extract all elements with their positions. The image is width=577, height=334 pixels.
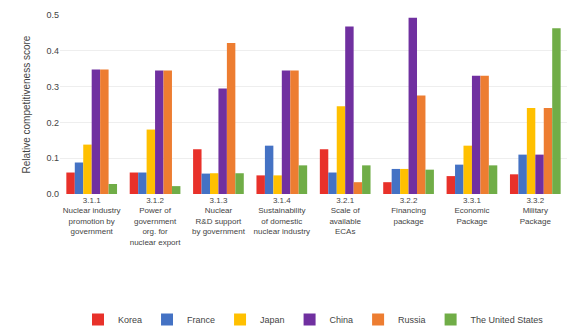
svg-text:3.1.4Sustainabilityof domestic: 3.1.4Sustainabilityof domesticnuclear in…: [254, 196, 310, 236]
svg-text:Russia: Russia: [398, 315, 426, 325]
svg-text:Korea: Korea: [118, 315, 142, 325]
svg-text:3.1.2Power ofgovernmentorg. fo: 3.1.2Power ofgovernmentorg. fornuclear e…: [130, 196, 181, 247]
svg-text:0.4: 0.4: [46, 46, 59, 56]
svg-text:The United States: The United States: [471, 315, 544, 325]
svg-text:0.0: 0.0: [46, 189, 59, 199]
svg-text:3.1.1Nuclear industrypromotion: 3.1.1Nuclear industrypromotion bygovernm…: [63, 196, 121, 236]
svg-text:3.1.3NuclearR&D supportby gove: 3.1.3NuclearR&D supportby government: [192, 196, 246, 236]
svg-text:3.3.1EconomicPackage: 3.3.1EconomicPackage: [454, 196, 489, 226]
svg-text:0.1: 0.1: [46, 153, 59, 163]
svg-text:Japan: Japan: [260, 315, 285, 325]
svg-text:0.5: 0.5: [46, 10, 59, 20]
svg-text:0.2: 0.2: [46, 118, 59, 128]
svg-text:China: China: [330, 315, 354, 325]
svg-text:Relative competitiveness score: Relative competitiveness score: [21, 35, 32, 173]
svg-text:France: France: [187, 315, 215, 325]
svg-text:3.2.1Scale ofavailableECAs: 3.2.1Scale ofavailableECAs: [329, 196, 361, 236]
svg-text:0.3: 0.3: [46, 82, 59, 92]
svg-text:3.2.2Financingpackage: 3.2.2Financingpackage: [391, 196, 426, 226]
svg-text:3.3.2MilitaryPackage: 3.3.2MilitaryPackage: [520, 196, 552, 226]
